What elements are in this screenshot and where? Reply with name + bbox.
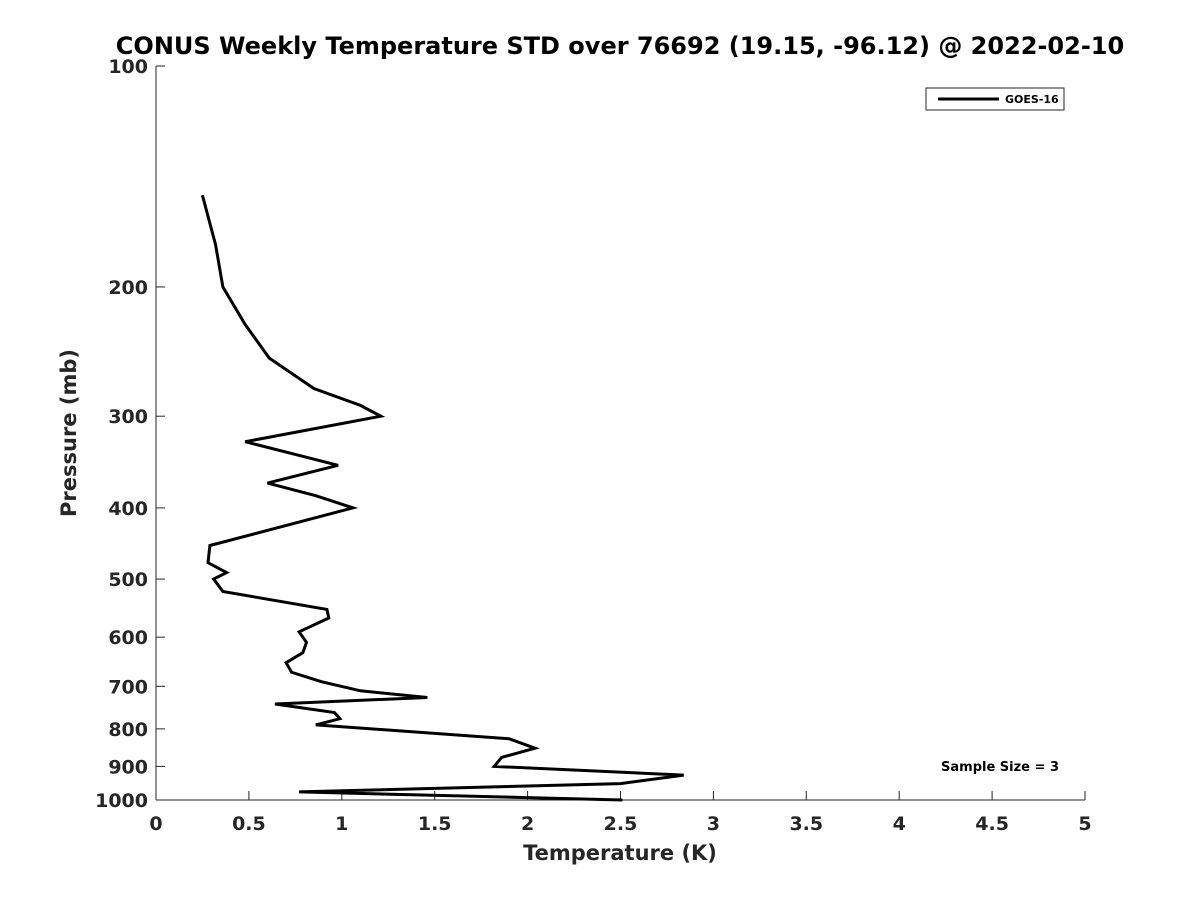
y-tick-label: 600	[108, 627, 148, 649]
y-tick-label: 700	[108, 676, 148, 698]
chart-title: CONUS Weekly Temperature STD over 76692 …	[116, 32, 1124, 60]
y-tick-label: 200	[108, 277, 148, 299]
x-tick-label: 1.5	[418, 813, 452, 835]
series-line-goes-16	[200, 194, 684, 802]
series-layer	[200, 194, 684, 802]
x-tick-label: 5	[1078, 813, 1091, 835]
y-tick-label: 300	[108, 406, 148, 428]
x-tick-label: 1	[335, 813, 348, 835]
x-tick-label: 2.5	[604, 813, 638, 835]
y-tick-label: 400	[108, 498, 148, 520]
y-tick-label: 900	[108, 756, 148, 778]
axis-ticks: 0 0.5 1 1.5 2 2.5 3 3.5 4 4.5 5 100 200 300 400 500 600 7…	[95, 56, 1092, 835]
x-tick-label: 3	[707, 813, 720, 835]
x-tick-label: 2	[521, 813, 534, 835]
y-tick-label: 800	[108, 719, 148, 741]
x-tick-label: 3.5	[789, 813, 823, 835]
x-tick-label: 0.5	[232, 813, 266, 835]
y-tick-label: 1000	[95, 790, 148, 812]
sample-size-annotation: Sample Size = 3	[941, 760, 1059, 775]
y-tick-label: 100	[108, 56, 148, 78]
x-tick-label: 0	[149, 813, 162, 835]
x-axis-label: Temperature (K)	[523, 841, 717, 865]
x-tick-label: 4	[893, 813, 906, 835]
legend: GOES-16	[925, 87, 1065, 111]
y-axis-label: Pressure (mb)	[57, 349, 81, 517]
y-tick-label: 500	[108, 569, 148, 591]
legend-entry-label: GOES-16	[1005, 93, 1059, 106]
x-tick-label: 4.5	[975, 813, 1009, 835]
